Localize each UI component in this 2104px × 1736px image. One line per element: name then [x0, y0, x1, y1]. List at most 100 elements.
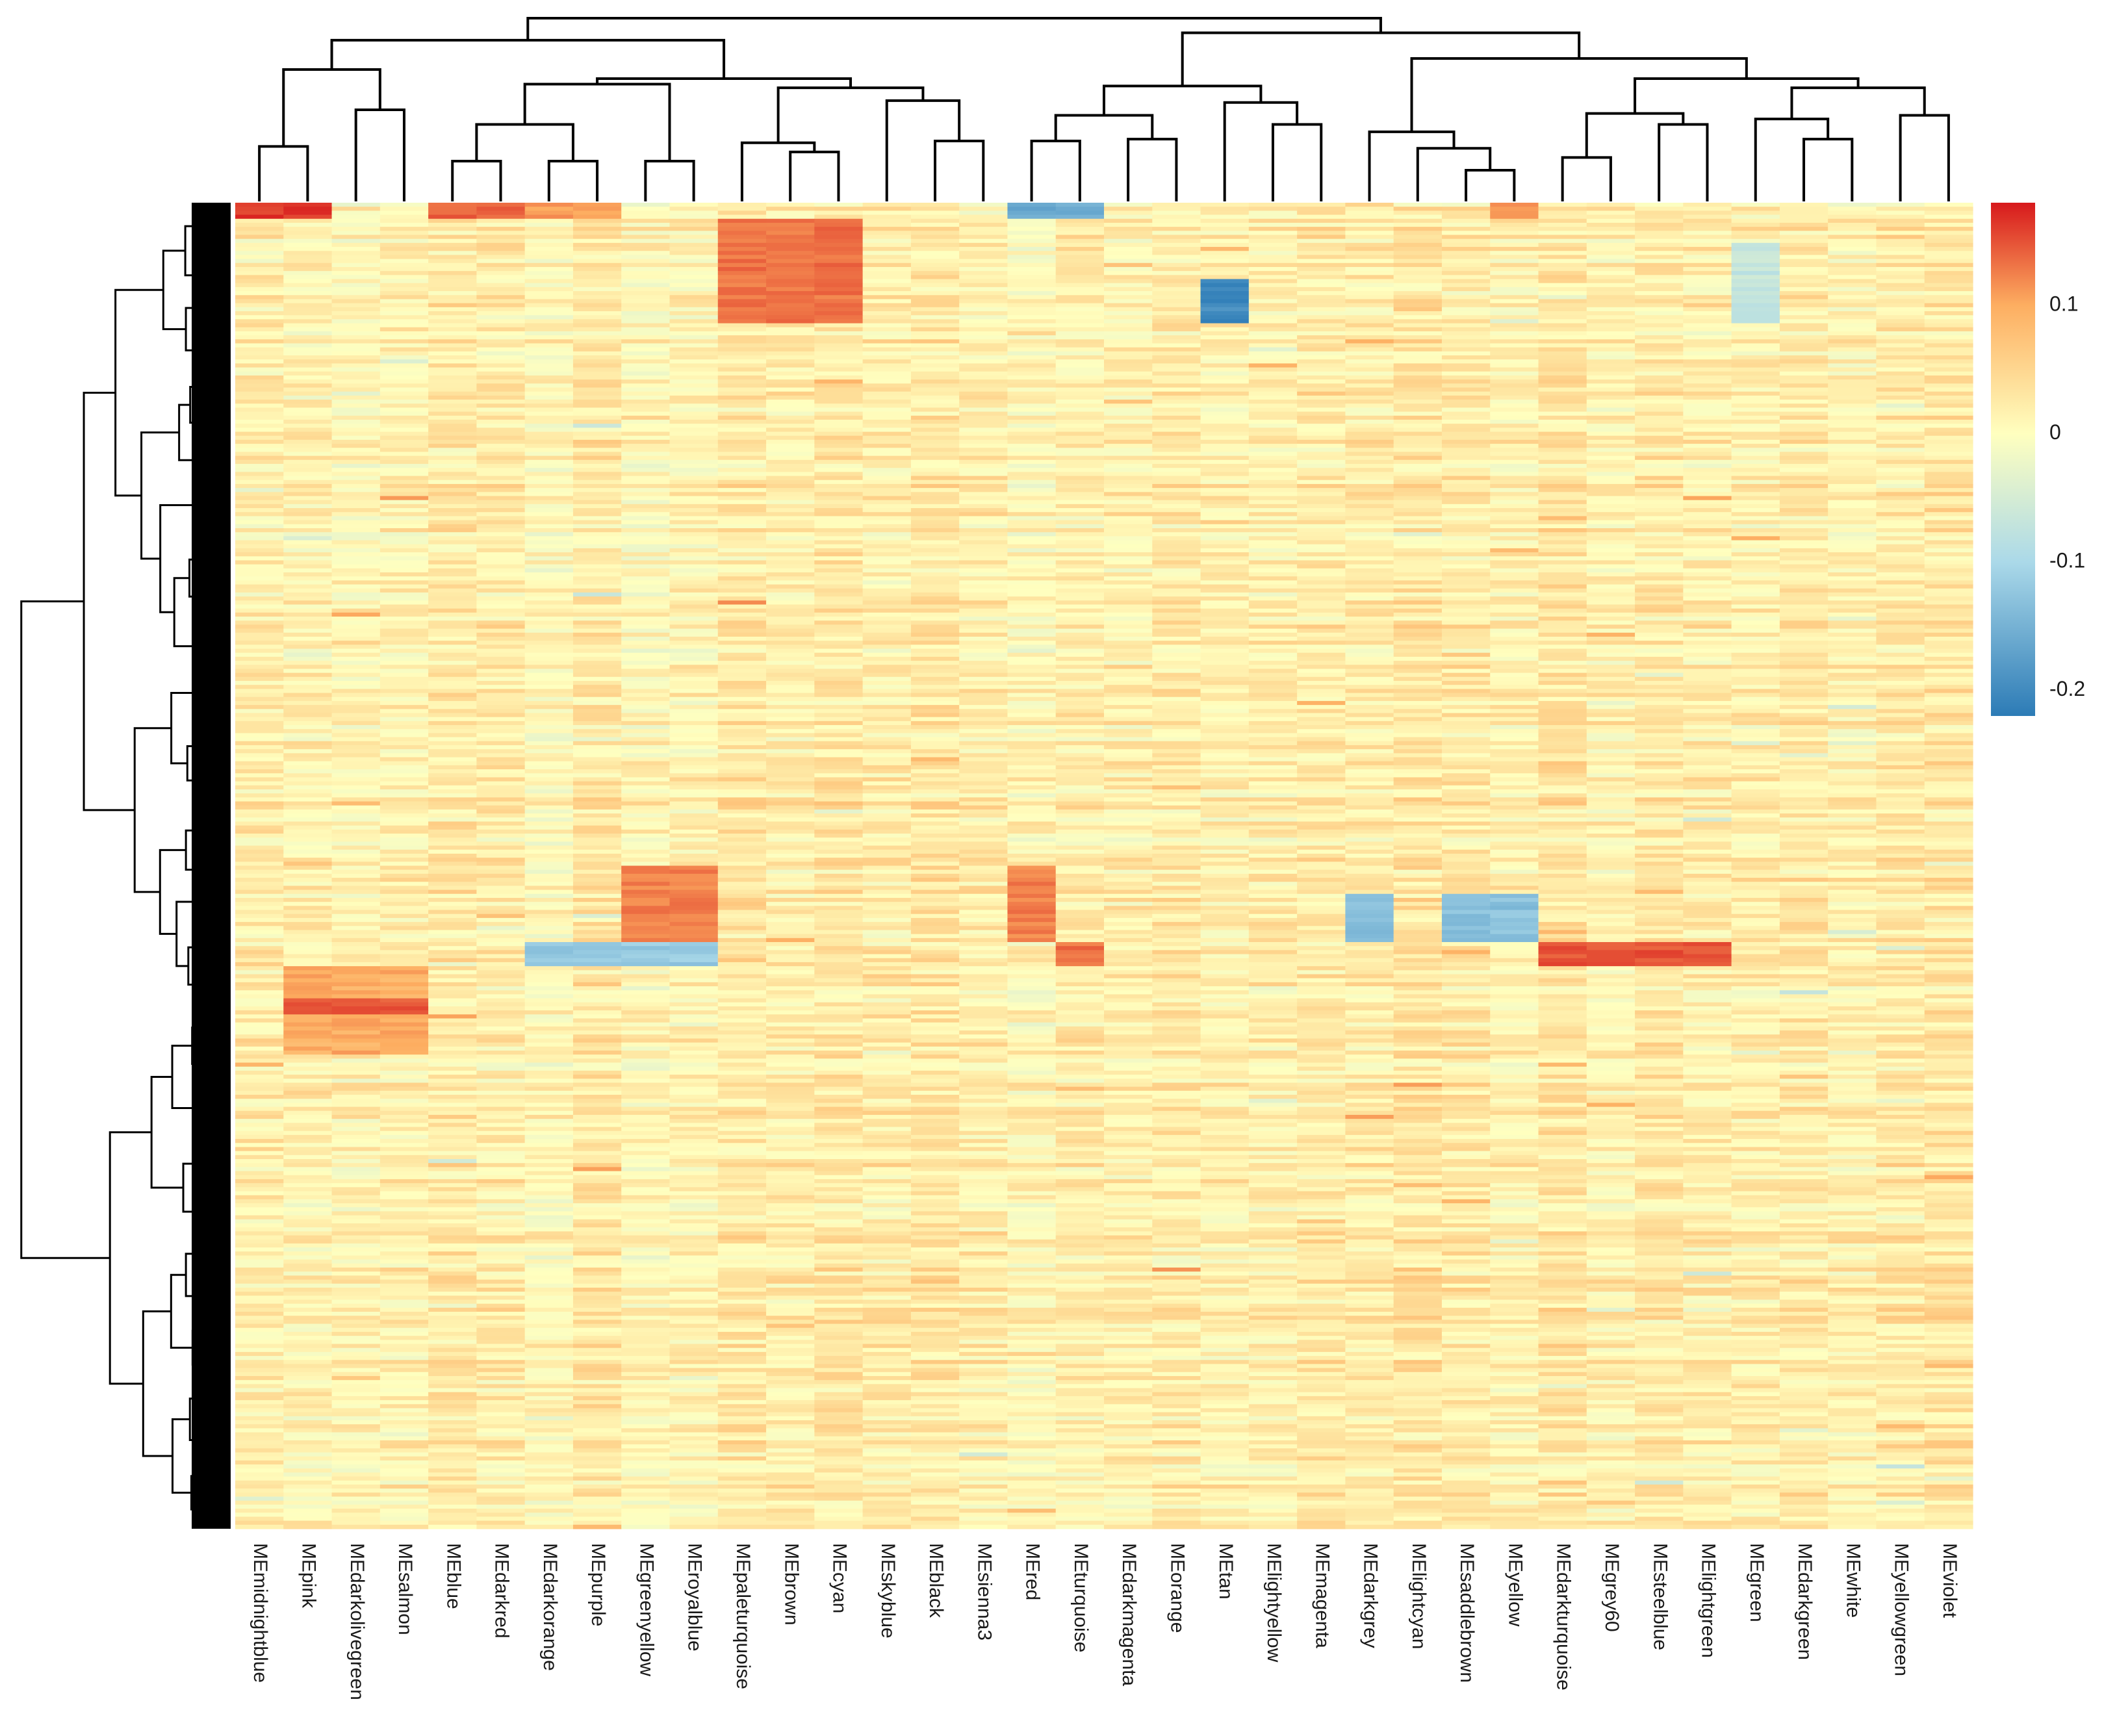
heatmap-cell [572, 661, 622, 665]
heatmap-cell [572, 696, 622, 702]
heatmap-cell [862, 516, 912, 521]
heatmap-cell [1779, 207, 1828, 211]
heatmap-cell [1490, 287, 1539, 292]
heatmap-cell [1828, 459, 1877, 465]
heatmap-cell [1828, 652, 1877, 657]
heatmap-cell [476, 645, 526, 650]
heatmap-cell [428, 251, 477, 255]
heatmap-cell [1683, 311, 1732, 316]
heatmap-cell [910, 315, 960, 320]
heatmap-cell [1152, 592, 1201, 597]
heatmap-cell [1924, 641, 1973, 645]
heatmap-cell [524, 444, 574, 448]
heatmap-cell [621, 375, 671, 380]
heatmap-cell [524, 696, 574, 702]
heatmap-cell [476, 536, 526, 541]
heatmap-cell [1586, 419, 1636, 424]
heatmap-cell [1683, 617, 1732, 621]
heatmap-cell [1779, 359, 1828, 364]
heatmap-cell [379, 222, 429, 227]
heatmap-cell [1635, 251, 1684, 255]
heatmap-cell [1779, 262, 1828, 268]
heatmap-cell [814, 375, 864, 380]
heatmap-cell [862, 592, 912, 597]
heatmap-cell [621, 665, 671, 670]
heatmap-cell [814, 656, 864, 661]
heatmap-cell [1635, 608, 1684, 613]
heatmap-cell [1055, 227, 1105, 231]
heatmap-cell [1731, 560, 1780, 565]
heatmap-cell [669, 564, 719, 569]
heatmap-cell [572, 444, 622, 448]
heatmap-cell [1924, 331, 1973, 336]
heatmap-cell [331, 520, 381, 525]
heatmap-cell [1828, 227, 1877, 231]
heatmap-cell [910, 608, 960, 613]
heatmap-cell [1345, 211, 1394, 216]
heatmap-cell [235, 331, 284, 336]
heatmap-cell [1007, 275, 1057, 280]
heatmap-cell [572, 617, 622, 621]
heatmap-cell [910, 283, 960, 288]
heatmap-cell [1152, 492, 1201, 497]
heatmap-cell [1635, 536, 1684, 541]
heatmap-cell [621, 444, 671, 448]
heatmap-cell [910, 496, 960, 501]
heatmap-cell [572, 395, 622, 400]
heatmap-cell [1586, 238, 1636, 244]
heatmap-cell [379, 617, 429, 621]
heatmap-cell [1393, 371, 1443, 376]
heatmap-cell [1345, 540, 1394, 545]
heatmap-cell [1635, 283, 1684, 288]
heatmap-cell [1055, 536, 1105, 541]
heatmap-cell [910, 536, 960, 541]
heatmap-cell [814, 661, 864, 665]
heatmap-cell [1152, 459, 1201, 465]
heatmap-cell [1586, 468, 1636, 472]
heatmap-cell [959, 218, 1008, 223]
heatmap-cell [1345, 295, 1394, 300]
heatmap-cell [862, 452, 912, 457]
heatmap-cell [524, 669, 574, 674]
heatmap-cell [1635, 508, 1684, 513]
heatmap-cell [572, 207, 622, 211]
heatmap-cell [1490, 624, 1539, 630]
heatmap-cell [717, 431, 767, 437]
heatmap-cell [524, 214, 574, 220]
heatmap-cell [1007, 544, 1057, 549]
heatmap-cell [1490, 379, 1539, 384]
heatmap-cell [1152, 403, 1201, 409]
heatmap-cell [1345, 319, 1394, 324]
heatmap-cell [524, 335, 574, 340]
heatmap-cell [766, 419, 815, 424]
heatmap-cell [1876, 379, 1925, 384]
heatmap-cell [1200, 262, 1250, 268]
heatmap-cell [1731, 624, 1780, 630]
heatmap-cell [572, 641, 622, 645]
heatmap-cell [621, 496, 671, 501]
heatmap-cell [235, 685, 284, 689]
heatmap-cell [1441, 271, 1491, 275]
heatmap-cell [1055, 476, 1105, 481]
heatmap-cell [814, 544, 864, 549]
heatmap-cell [1152, 335, 1201, 340]
heatmap-cell [1441, 528, 1491, 533]
heatmap-cell [1538, 709, 1587, 714]
heatmap-cell [1635, 479, 1684, 485]
heatmap-cell [1297, 307, 1346, 312]
heatmap-cell [572, 351, 622, 356]
heatmap-cell [524, 387, 574, 392]
heatmap-cell [910, 612, 960, 617]
column-dendrogram-branch [526, 17, 1382, 40]
heatmap-cell [862, 275, 912, 280]
heatmap-cell [1828, 379, 1877, 384]
heatmap-cell [1683, 685, 1732, 689]
heatmap-cell [669, 347, 719, 352]
heatmap-cell [1297, 500, 1346, 505]
heatmap-cell [1055, 371, 1105, 376]
heatmap-cell [814, 407, 864, 413]
heatmap-cell [1441, 227, 1491, 231]
heatmap-cell [1635, 584, 1684, 589]
heatmap-cell [669, 428, 719, 433]
heatmap-cell [1586, 656, 1636, 661]
